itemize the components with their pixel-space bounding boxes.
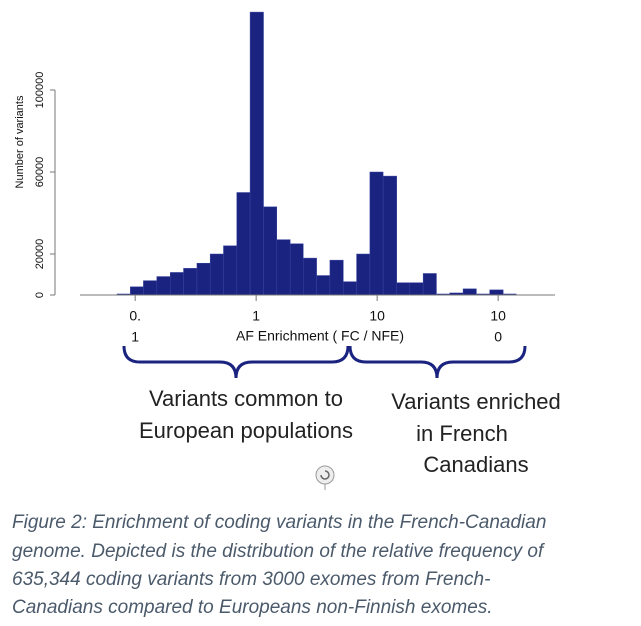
bar	[396, 282, 411, 296]
x-tick-label: 0	[494, 329, 502, 345]
annotation: Canadians	[423, 452, 528, 477]
y-tick-label: 60000	[34, 157, 46, 188]
y-tick-label: 20000	[34, 239, 46, 270]
x-axis-label: AF Enrichment ( FC / NFE)	[236, 328, 404, 344]
brace-common	[122, 345, 350, 379]
bar	[196, 262, 211, 296]
x-tick-label: 10	[490, 308, 506, 324]
bar	[302, 257, 317, 296]
bar	[369, 171, 384, 296]
annotation: in French	[416, 421, 508, 446]
bar	[263, 206, 278, 296]
bar	[382, 175, 397, 296]
bar	[143, 280, 158, 296]
caption: Figure 2: Enrichment of coding variants …	[12, 512, 546, 533]
bar	[343, 281, 357, 296]
bar	[409, 282, 424, 296]
bar	[183, 268, 198, 296]
bar	[316, 275, 331, 296]
bar	[170, 272, 184, 296]
x-tick-label: 0.	[129, 308, 141, 324]
caption: genome. Depicted is the distribution of …	[12, 541, 545, 562]
bar	[236, 192, 251, 296]
y-tick-label: 100000	[34, 72, 46, 109]
bar	[329, 259, 344, 296]
bar	[356, 253, 371, 296]
bar	[209, 253, 224, 296]
bar	[489, 289, 504, 296]
bar	[223, 245, 238, 296]
y-tick-label: 0	[34, 292, 46, 298]
y-axis-label: Number of variants	[14, 95, 26, 188]
caption: 635,344 coding variants from 3000 exomes…	[12, 569, 490, 590]
bar	[289, 243, 304, 296]
x-tick-label: 10	[369, 308, 385, 324]
annotation: Variants enriched	[391, 389, 561, 414]
bar	[462, 288, 477, 296]
bar	[156, 276, 171, 296]
bar	[276, 239, 291, 296]
annotation: Variants common to	[149, 386, 343, 411]
bar	[130, 286, 144, 296]
brace-enriched	[348, 345, 527, 379]
caption: Canadians compared to Europeans non-Finn…	[12, 597, 493, 618]
bar	[422, 273, 437, 296]
icon	[315, 465, 335, 490]
x-tick-label: 1	[131, 329, 139, 345]
bar	[249, 11, 264, 296]
x-tick-label: 1	[252, 308, 260, 324]
annotation: European populations	[139, 418, 353, 443]
